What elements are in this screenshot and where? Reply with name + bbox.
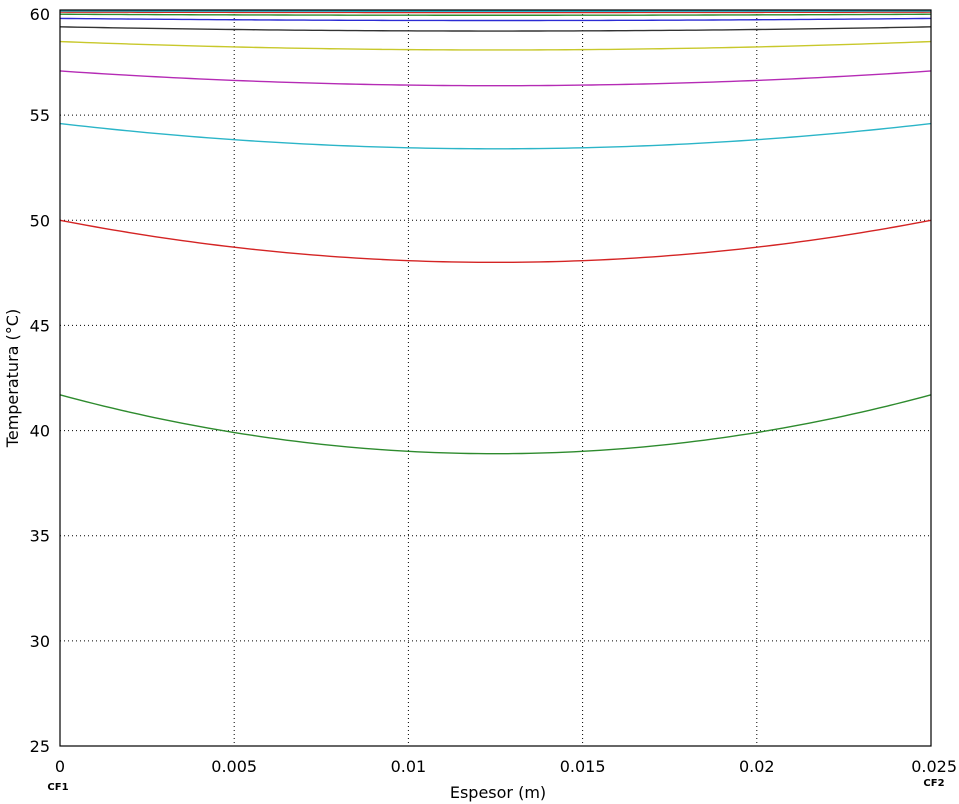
series-line-2 <box>59 219 932 264</box>
x-tick-label: 0.025 <box>911 757 957 776</box>
series-group <box>59 10 932 455</box>
series-line-1 <box>59 394 932 455</box>
y-tick-labels: 25 30 35 40 45 50 55 60 <box>30 5 50 756</box>
series-line-8 <box>59 13 932 16</box>
boundary-label-left: CF1 <box>47 782 68 793</box>
boundary-label-right: CF2 <box>923 778 944 789</box>
y-tick-label: 30 <box>30 632 50 651</box>
x-axis-title: Espesor (m) <box>450 783 546 802</box>
y-tick-label: 50 <box>30 211 50 230</box>
x-tick-label: 0 <box>55 757 65 776</box>
y-tick-label: 45 <box>30 316 50 335</box>
y-axis-title: Temperatura (°C) <box>3 309 22 448</box>
x-tick-label: 0.005 <box>211 757 257 776</box>
series-line-3 <box>59 122 932 150</box>
x-tick-label: 0.015 <box>560 757 606 776</box>
grid <box>60 10 931 746</box>
series-line-6 <box>59 26 932 32</box>
series-line-5 <box>59 40 932 51</box>
series-line-7 <box>59 17 932 22</box>
series-line-4 <box>59 70 932 87</box>
plot-area <box>60 10 931 746</box>
plot-frame <box>59 9 932 747</box>
x-tick-label: 0.01 <box>391 757 427 776</box>
y-tick-label: 25 <box>30 737 50 756</box>
y-tick-label: 60 <box>30 5 50 24</box>
x-tick-label: 0.02 <box>739 757 775 776</box>
y-tick-label: 55 <box>30 106 50 125</box>
y-tick-label: 40 <box>30 422 50 441</box>
y-tick-label: 35 <box>30 527 50 546</box>
x-tick-labels: 0 0.005 0.01 0.015 0.02 0.025 <box>55 757 957 776</box>
